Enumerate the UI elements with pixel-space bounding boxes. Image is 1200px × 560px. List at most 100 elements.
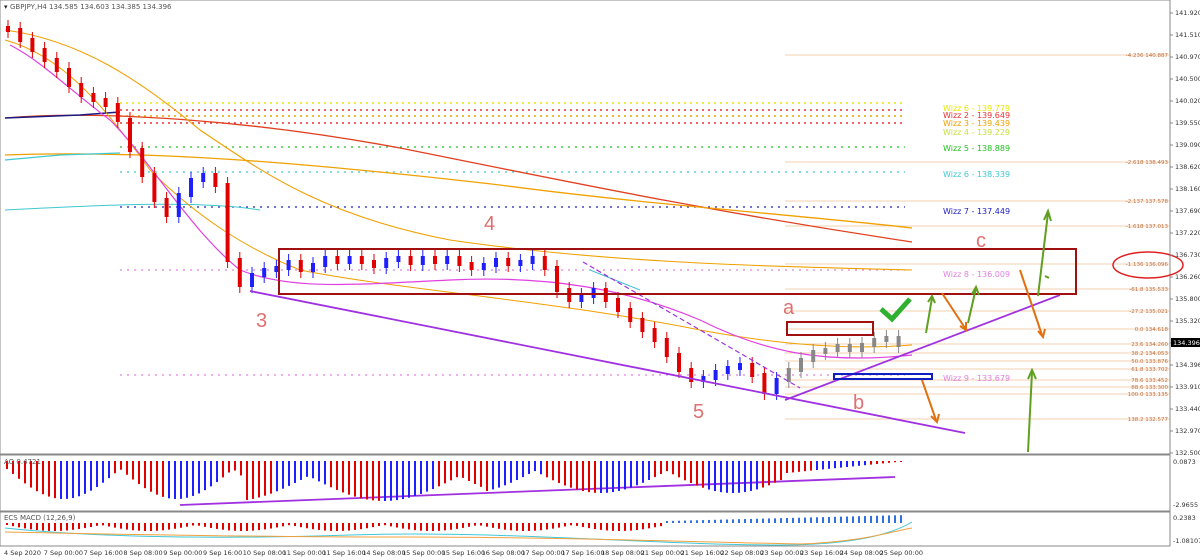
ao-bar [150,461,152,492]
ao-bar [858,461,860,466]
ao-bar [312,461,314,479]
time-tick-label: 24 Sep 08:00 [840,549,883,557]
candle-body [689,368,694,382]
fib-level-label: 138.2 132.577 [1128,417,1169,423]
macd-bar [114,523,116,528]
macd-bar [252,523,254,531]
ao-bar [90,461,92,491]
wave-b-box [833,373,933,380]
candle-body [298,260,303,272]
macd-bar [42,523,44,531]
macd-bar [720,519,722,523]
macd-bar [798,517,800,523]
price-tick-label: 136.260 [1175,273,1200,281]
macd-bar [672,520,674,523]
macd-bar [426,523,428,531]
fib-level-label: 23.6 134.260 [1131,342,1168,348]
ao-bar [792,461,794,473]
wizz-level-label: Wizz 6 - 139.779 [943,104,1010,113]
ao-bar [660,461,662,474]
candle-body [469,262,474,270]
ao-bar [276,461,278,492]
macd-bar [180,523,182,528]
macd-bar [372,523,374,528]
ao-bar [270,461,272,494]
macd-bar [336,523,338,531]
macd-bar [600,523,602,530]
ao-bar [300,461,302,480]
macd-bar [564,523,566,527]
time-tick-label: 10 Sep 08:00 [243,549,286,557]
fib-level-label: 38.2 134.053 [1131,351,1168,357]
macd-bar [144,523,146,531]
candle-body [189,178,193,197]
macd-bar [840,516,842,523]
fib-level-label: 0.0 134.618 [1135,327,1169,333]
macd-bar [312,523,314,530]
ao-bar [900,461,902,462]
macd-bar [900,515,902,523]
macd-bar [6,523,8,525]
ao-bar [888,461,890,463]
candle-body [896,336,901,347]
dropdown-icon[interactable]: ▾ [4,4,8,11]
candle-body [616,298,620,312]
candle-body [225,183,230,262]
candle-body [542,256,547,270]
macd-bar [348,523,350,531]
ao-bar [672,461,674,475]
candle-body [152,173,157,202]
macd-bar [240,523,242,531]
price-tick-label: 136.730 [1175,251,1200,259]
ao-bar [438,461,440,487]
candle-body [79,83,84,97]
ao-bar [816,461,818,470]
ao-bar [732,461,734,493]
candle-body [774,378,779,394]
macd-bar [420,523,422,531]
candle-body [445,256,450,264]
macd-bar [84,523,86,529]
macd-bar [456,523,458,529]
ao-bar [576,461,578,490]
ao-bar [846,461,848,467]
time-tick-label: 16 Sep 08:00 [482,549,525,557]
macd-bar [90,523,92,528]
macd-bar [588,523,590,529]
ao-bar [408,461,410,498]
candle-body [67,68,71,87]
macd-bar [300,523,302,528]
macd-bar [894,515,896,523]
macd-bar [540,523,542,531]
ao-bar [702,461,704,488]
candle-body [18,28,23,42]
ao-bar [840,461,842,468]
price-tick-label: 135.800 [1175,295,1200,303]
macd-bar [624,523,626,531]
macd-bar [438,523,440,531]
fib-level-label: -2.137 137.578 [1126,199,1169,205]
candle-body [115,103,120,122]
time-tick-label: 9 Sep 16:00 [203,549,242,557]
ao-bar [54,461,56,499]
ao-bar [318,461,320,482]
ao-bar [810,461,812,471]
ao-bar [102,461,104,483]
macd-bar [756,518,758,523]
ao-bar [144,461,146,489]
price-tick-label: 138.620 [1175,163,1200,171]
macd-bar [876,515,878,523]
macd-bar [570,523,572,526]
candle-body [628,308,633,322]
macd-bar [282,523,284,527]
candle-body [335,256,340,264]
wizz-level-label: Wizz 4 - 139.229 [943,128,1010,137]
ao-bar [894,461,896,463]
macd-bar [774,518,776,523]
candle-body [518,260,523,266]
ao-bar [744,461,746,493]
macd-bar [714,519,716,523]
price-tick-label: 137.690 [1175,207,1200,215]
ao-bar [684,461,686,481]
